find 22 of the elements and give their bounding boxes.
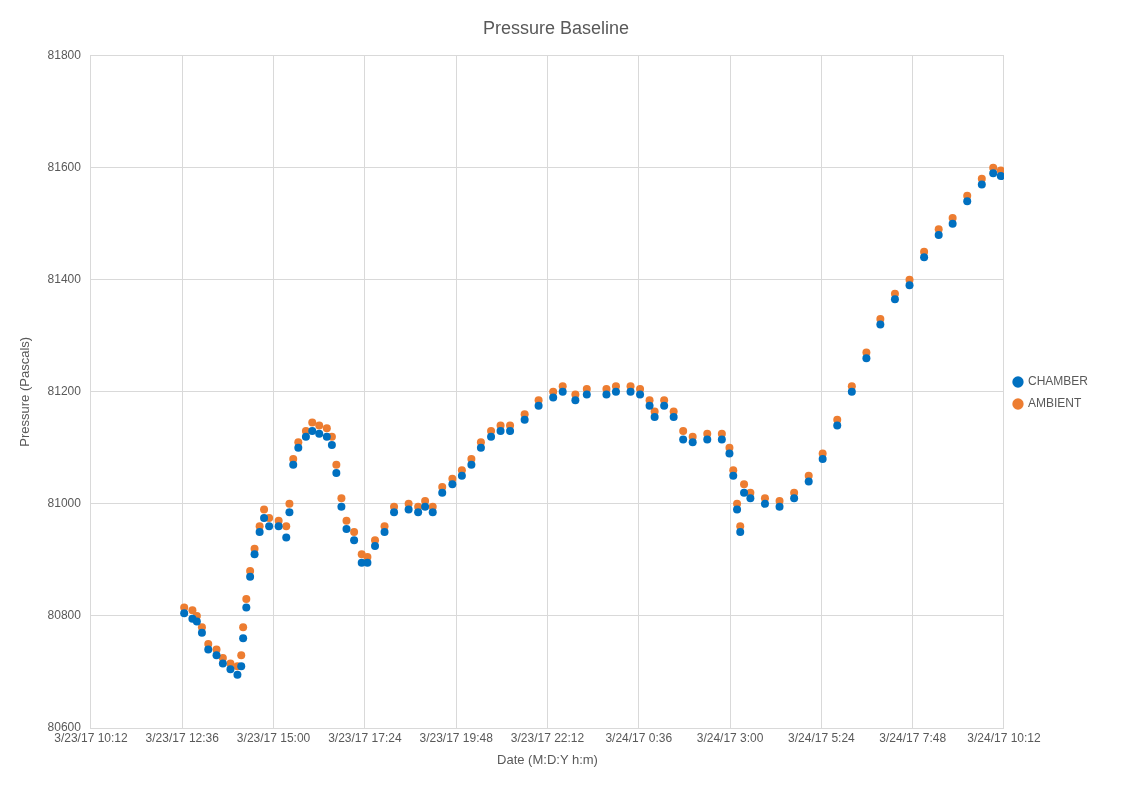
x-tick-label: 3/24/17 3:00 [696, 730, 764, 745]
x-tick-label: 3/23/17 12:36 [145, 730, 220, 745]
x-tick-label: 3/23/17 10:12 [54, 730, 128, 745]
x-tick-label: 3/24/17 10:12 [967, 730, 1042, 745]
legend-label: AMBIENT [1027, 396, 1082, 411]
x-axis-title: Date (M:D:Y h:m) [497, 751, 598, 767]
y-tick-label: 81000 [47, 496, 82, 511]
y-tick-label: 80800 [47, 608, 82, 623]
x-tick-label: 3/24/17 0:36 [605, 730, 673, 745]
y-tick-label: 81400 [47, 272, 82, 287]
x-tick-label: 3/23/17 19:48 [419, 730, 494, 745]
y-axis-title: Pressure (Pascals) [17, 336, 33, 447]
x-tick-label: 3/24/17 7:48 [879, 730, 947, 745]
x-tick-label: 3/24/17 5:24 [788, 730, 856, 745]
y-tick-label: 81200 [47, 384, 82, 399]
y-tick-label: 81600 [47, 159, 82, 174]
x-tick-label: 3/23/17 15:00 [236, 730, 311, 745]
x-tick-label: 3/23/17 22:12 [510, 730, 585, 745]
legend-label: CHAMBER [1027, 374, 1089, 389]
x-tick-label: 3/23/17 17:24 [328, 730, 402, 745]
y-tick-label: 81800 [47, 47, 82, 62]
chart-title: Pressure Baseline [482, 17, 630, 38]
